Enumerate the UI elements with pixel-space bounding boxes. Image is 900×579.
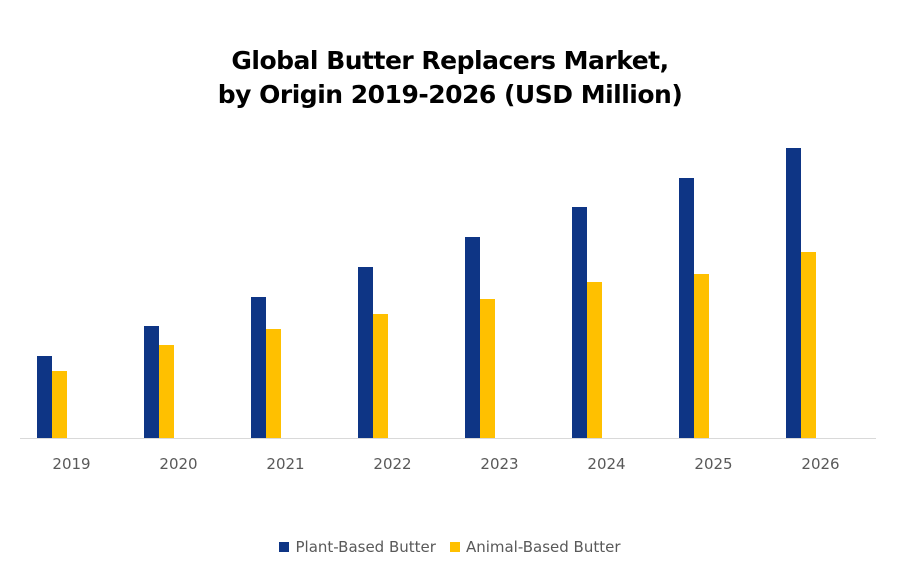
bar-plant-2026 (786, 148, 801, 438)
bar-animal-2022 (373, 314, 388, 438)
bar-plant-2025 (679, 178, 694, 438)
bar-animal-2025 (694, 274, 709, 438)
bar-animal-2020 (159, 345, 174, 438)
legend-item-animal: Animal-Based Butter (449, 538, 621, 556)
legend-label-plant: Plant-Based Butter (295, 538, 436, 556)
chart-title: Global Butter Replacers Market, by Origi… (0, 44, 900, 112)
bar-animal-2024 (587, 282, 602, 438)
title-line-1: Global Butter Replacers Market, (231, 46, 669, 75)
bar-animal-2021 (266, 329, 281, 438)
bar-plant-2019 (37, 356, 52, 438)
legend: Plant-Based Butter Animal-Based Butter (0, 538, 900, 556)
legend-swatch-plant (279, 542, 290, 552)
bar-plant-2024 (572, 207, 587, 438)
bar-animal-2026 (801, 252, 816, 438)
title-line-2: by Origin 2019-2026 (USD Million) (217, 80, 683, 109)
x-tick-label: 2019 (52, 455, 90, 473)
bar-plant-2020 (144, 326, 159, 438)
x-tick-label: 2020 (159, 455, 197, 473)
bar-plant-2022 (358, 267, 373, 438)
x-tick-label: 2023 (480, 455, 518, 473)
x-tick-label: 2025 (694, 455, 732, 473)
x-tick-label: 2022 (373, 455, 411, 473)
legend-swatch-animal (449, 542, 460, 552)
legend-item-plant: Plant-Based Butter (279, 538, 436, 556)
legend-label-animal: Animal-Based Butter (465, 538, 621, 556)
x-tick-label: 2026 (801, 455, 839, 473)
bar-animal-2023 (480, 299, 495, 438)
bar-plant-2023 (465, 237, 480, 438)
bar-plant-2021 (251, 297, 266, 438)
x-tick-label: 2024 (587, 455, 625, 473)
bar-animal-2019 (52, 371, 67, 438)
x-tick-label: 2021 (266, 455, 304, 473)
